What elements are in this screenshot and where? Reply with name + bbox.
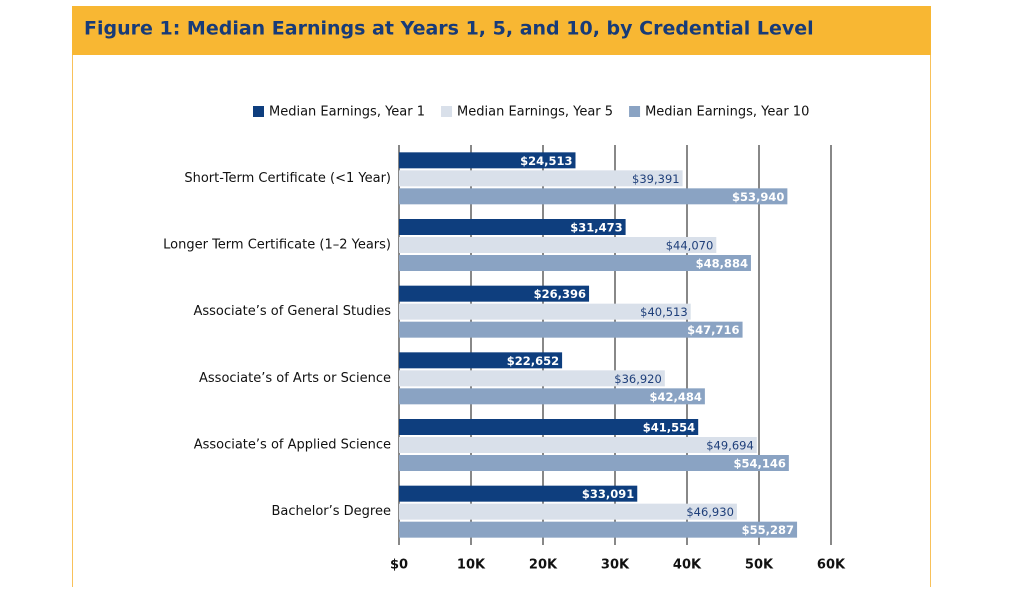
chart-title: Figure 1: Median Earnings at Years 1, 5,… [84, 18, 814, 40]
value-label: $36,920 [614, 372, 662, 386]
value-label: $54,146 [733, 457, 785, 471]
bar [399, 437, 757, 453]
category-label: Associate’s of Applied Science [194, 438, 391, 453]
value-label: $55,287 [742, 523, 794, 537]
bar [399, 152, 576, 169]
bar [399, 188, 788, 205]
bar [399, 455, 789, 471]
bar [399, 321, 743, 338]
legend-swatch [253, 106, 264, 117]
bar [399, 521, 798, 538]
value-label: $53,940 [732, 190, 784, 204]
bar [399, 303, 691, 320]
value-label: $47,716 [687, 323, 739, 337]
value-label: $40,513 [640, 305, 688, 319]
value-label: $42,484 [649, 390, 701, 404]
bar [399, 219, 626, 235]
x-tick-label: 30K [601, 558, 630, 573]
value-label: $41,554 [643, 421, 695, 435]
category-label: Bachelor’s Degree [271, 504, 391, 519]
value-label: $39,391 [632, 172, 680, 186]
category-label: Associate’s of General Studies [193, 304, 391, 319]
value-label: $26,396 [534, 287, 586, 301]
bar [399, 503, 737, 520]
bar [399, 285, 590, 302]
x-tick-label: 40K [673, 558, 702, 573]
legend-label: Median Earnings, Year 1 [269, 105, 425, 120]
legend-swatch [629, 106, 641, 117]
category-label: Associate’s of Arts or Science [199, 371, 391, 386]
category-label: Short-Term Certificate (<1 Year) [184, 171, 391, 186]
bar [399, 352, 563, 369]
bar [399, 485, 638, 502]
bar [399, 255, 751, 271]
x-tick-label: 60K [817, 558, 846, 573]
value-label: $31,473 [570, 221, 622, 235]
value-label: $24,513 [520, 154, 572, 168]
title-band [72, 6, 931, 55]
legend-label: Median Earnings, Year 5 [457, 105, 613, 120]
bar [399, 237, 717, 253]
legend-label: Median Earnings, Year 10 [645, 105, 809, 120]
value-label: $33,091 [582, 487, 634, 501]
x-tick-label: 10K [457, 558, 486, 573]
value-label: $48,884 [696, 257, 748, 271]
x-tick-label: 20K [529, 558, 558, 573]
bar [399, 370, 665, 387]
value-label: $46,930 [686, 505, 734, 519]
bar [399, 419, 699, 435]
value-label: $44,070 [666, 239, 714, 253]
x-tick-label: 50K [745, 558, 774, 573]
bar [399, 170, 683, 187]
legend-swatch [441, 106, 453, 117]
category-label: Longer Term Certificate (1–2 Years) [163, 238, 391, 253]
value-label: $22,652 [507, 354, 559, 368]
value-label: $49,694 [706, 439, 754, 453]
x-tick-label: $0 [390, 558, 408, 573]
bar [399, 388, 705, 405]
